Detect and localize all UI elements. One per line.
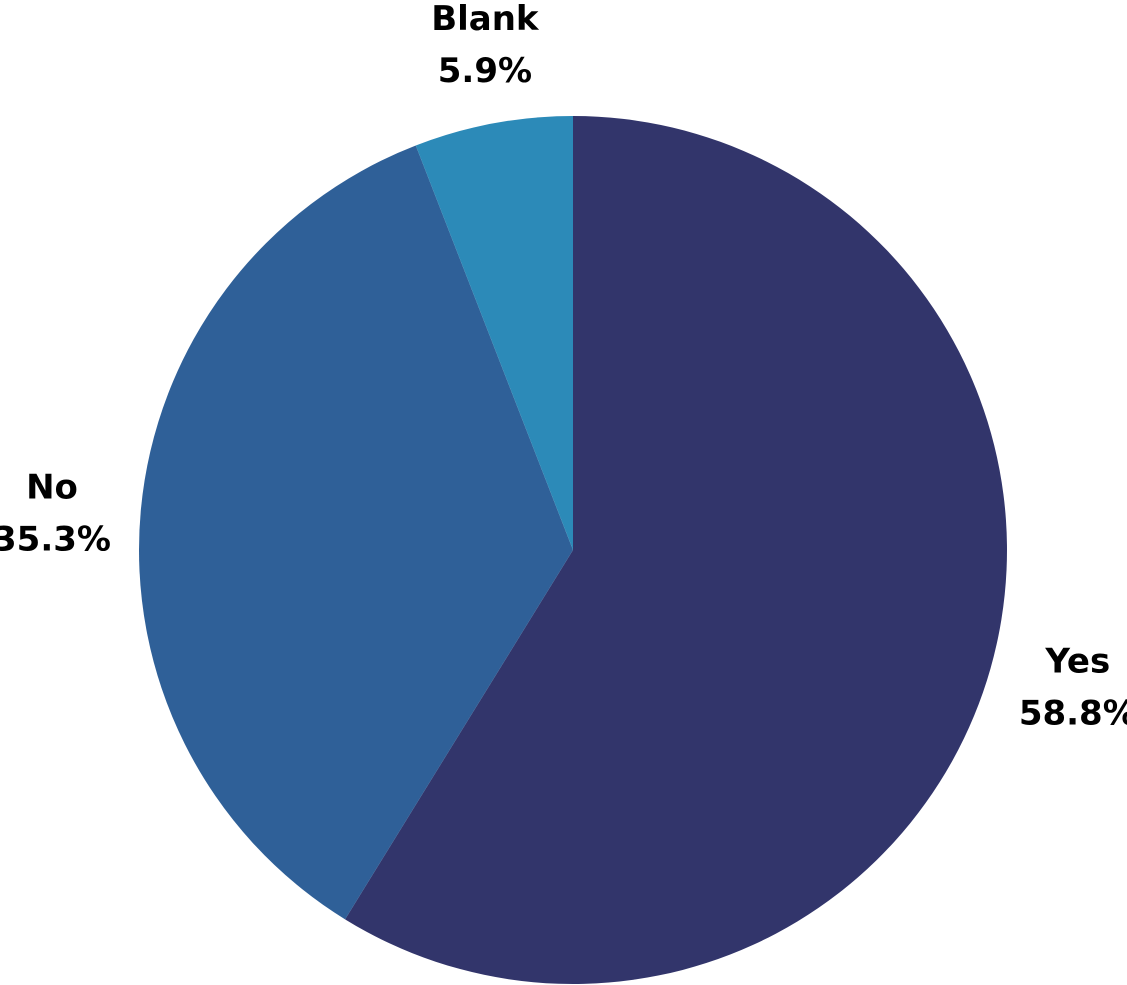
slice-label-yes: Yes 58.8% (1019, 642, 1127, 734)
slice-label-name: Blank (431, 0, 540, 39)
slice-label-value: 5.9% (438, 51, 532, 91)
slice-label-name: Yes (1044, 642, 1110, 682)
slice-label-blank: Blank 5.9% (431, 0, 540, 91)
slice-label-value: 58.8% (1019, 694, 1127, 734)
slice-label-no: No 35.3% (0, 468, 111, 560)
slice-label-value: 35.3% (0, 520, 111, 560)
pie-slices (139, 116, 1007, 984)
slice-label-name: No (26, 468, 78, 508)
